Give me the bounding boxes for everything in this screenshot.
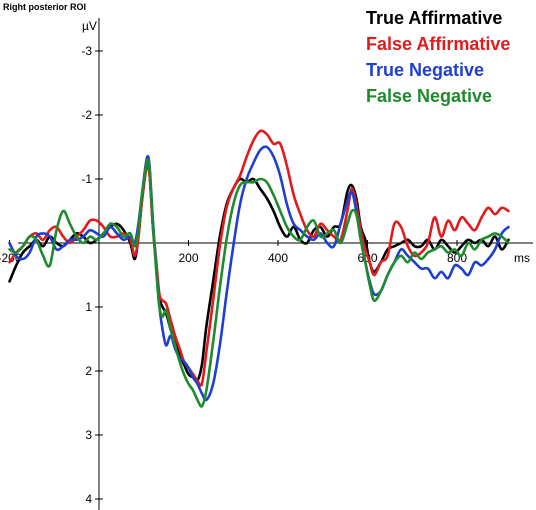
y-tick-label: 2 xyxy=(85,364,92,378)
x-tick-label: 400 xyxy=(268,251,288,265)
series-line-false-affirmative xyxy=(8,129,510,387)
y-tick-label: 4 xyxy=(85,492,92,506)
legend-entry-false-negative: False Negative xyxy=(366,86,492,106)
y-tick-label: 1 xyxy=(85,300,92,314)
legend-entry-true-affirmative: True Affirmative xyxy=(366,8,502,28)
x-tick-label: 200 xyxy=(178,251,198,265)
y-tick-label: -2 xyxy=(81,108,92,122)
series-layer xyxy=(8,129,510,408)
legend-entry-false-affirmative: False Affirmative xyxy=(366,34,510,54)
series-line-true-negative xyxy=(8,145,510,402)
y-axis-unit-label: µV xyxy=(82,19,97,33)
legend: True Affirmative False Affirmative True … xyxy=(366,8,510,106)
legend-entry-true-negative: True Negative xyxy=(366,60,484,80)
x-axis-unit-label: ms xyxy=(514,251,530,265)
y-tick-label: -1 xyxy=(81,172,92,186)
series-line-false-negative xyxy=(8,158,510,408)
y-tick-label: -3 xyxy=(81,44,92,58)
axes: µV ms xyxy=(18,18,533,510)
series-line-true-affirmative xyxy=(8,161,510,383)
chart-title: Right posterior ROI xyxy=(3,2,86,12)
y-tick-label: 3 xyxy=(85,428,92,442)
